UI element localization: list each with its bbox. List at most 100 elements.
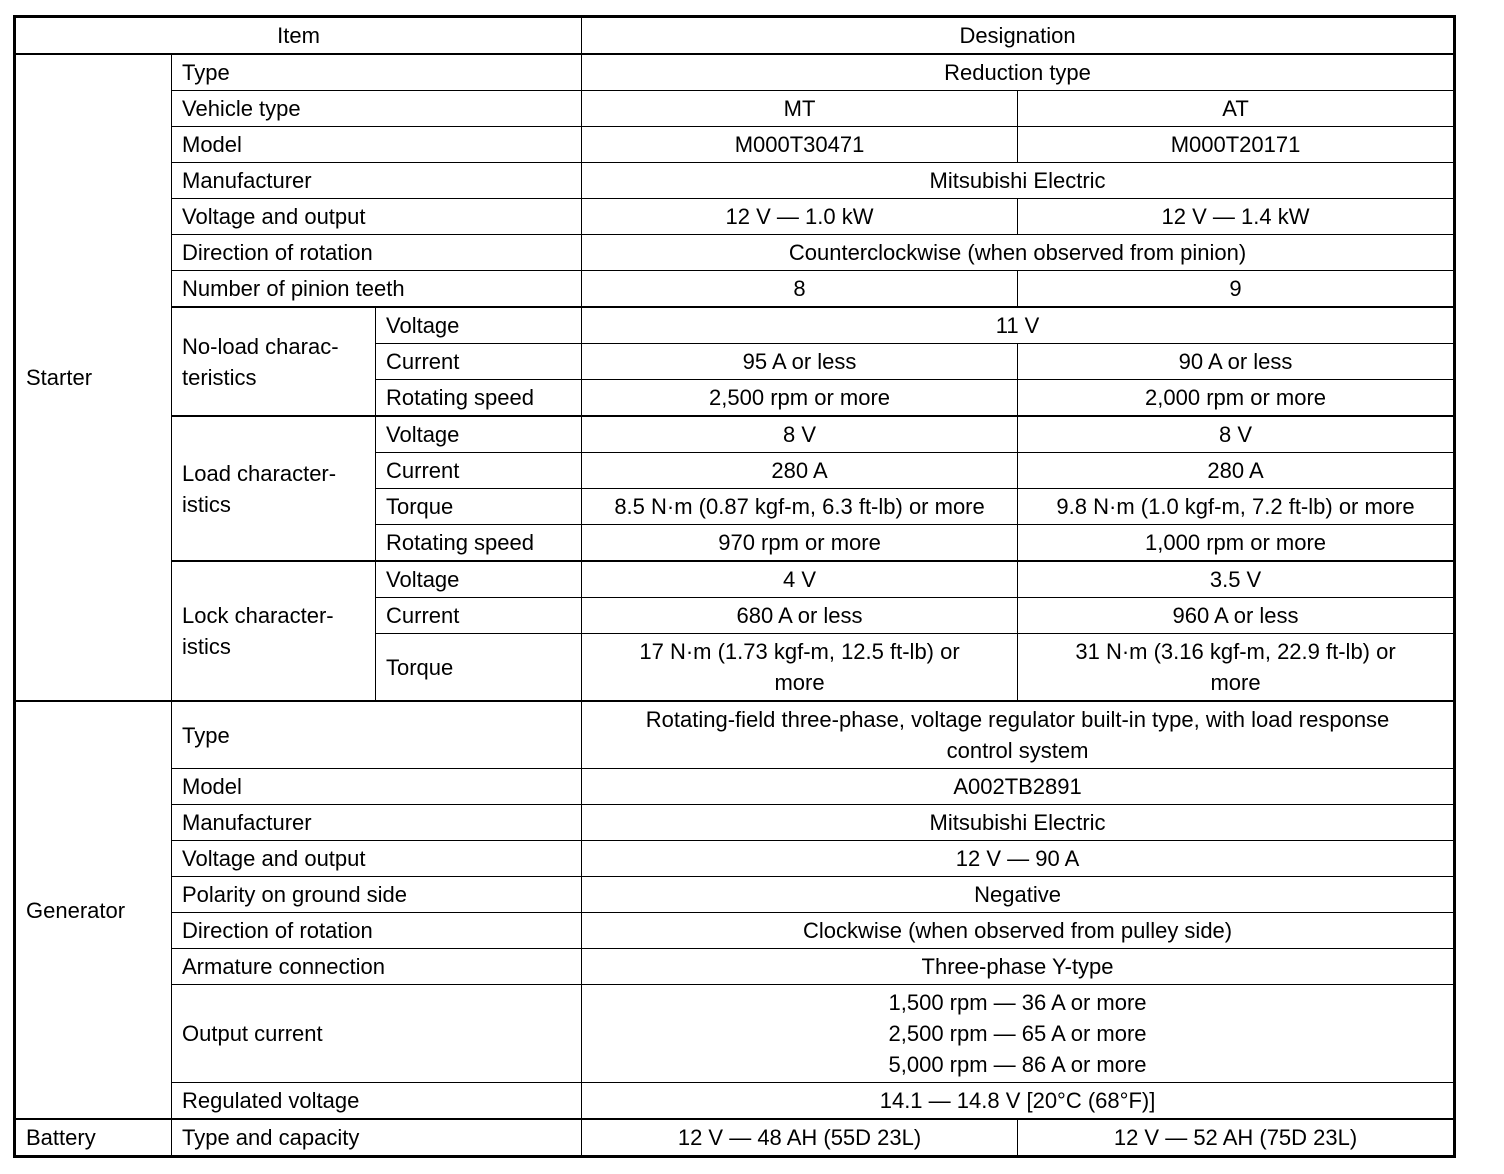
table-row: Manufacturer Mitsubishi Electric bbox=[15, 804, 1456, 841]
at-value: 2,000 rpm or more bbox=[1017, 379, 1456, 417]
section-label: Battery bbox=[14, 1118, 172, 1157]
parameter-label: Voltage and output bbox=[170, 840, 583, 877]
table-row: Vehicle type MT AT bbox=[15, 90, 1456, 127]
parameter-label: Type bbox=[170, 53, 583, 91]
table-row: Number of pinion teeth 8 9 bbox=[15, 270, 1456, 308]
parameter-label: Regulated voltage bbox=[170, 1082, 583, 1120]
parameter-label: Voltage bbox=[374, 560, 583, 598]
at-value: 12 V — 1.4 kW bbox=[1017, 198, 1456, 235]
at-value: 9 bbox=[1017, 270, 1456, 308]
table-row: Current 680 A or less 960 A or less bbox=[15, 597, 1456, 634]
parameter-label: Manufacturer bbox=[170, 162, 583, 199]
table-row: Armature connection Three-phase Y-type bbox=[15, 948, 1456, 985]
parameter-label: Current bbox=[374, 452, 583, 489]
table-row: Direction of rotation Clockwise (when obs… bbox=[15, 912, 1456, 949]
mt-value: 4 V bbox=[581, 560, 1019, 598]
table-row: Voltage and output 12 V — 90 A bbox=[15, 840, 1456, 877]
table-row: Torque 17 N·m (1.73 kgf-m, 12.5 ft-lb) or… bbox=[15, 633, 1456, 702]
header-item: Item bbox=[13, 16, 583, 55]
at-value: 9.8 N·m (1.0 kgf-m, 7.2 ft-lb) or more bbox=[1017, 488, 1456, 525]
designation-value: 11 V bbox=[581, 306, 1456, 344]
section-label: Starter bbox=[14, 53, 172, 702]
at-value: 960 A or less bbox=[1017, 597, 1456, 634]
parameter-label: Rotating speed bbox=[374, 524, 583, 562]
group-label: Load character- istics bbox=[171, 415, 376, 562]
parameter-label: Vehicle type bbox=[170, 90, 583, 127]
at-value: 90 A or less bbox=[1017, 343, 1456, 380]
parameter-label: Voltage bbox=[374, 306, 583, 344]
parameter-label: Type and capacity bbox=[170, 1118, 583, 1157]
parameter-label: Direction of rotation bbox=[170, 234, 583, 271]
table-row: Current 95 A or less 90 A or less bbox=[15, 343, 1456, 380]
at-value: M000T20171 bbox=[1017, 126, 1456, 163]
designation-value: Three-phase Y-type bbox=[581, 948, 1456, 985]
group-label: No-load charac- teristics bbox=[171, 306, 376, 417]
at-value: 31 N·m (3.16 kgf-m, 22.9 ft-lb) or more bbox=[1017, 633, 1456, 702]
designation-value: Counterclockwise (when observed from pin… bbox=[581, 234, 1456, 271]
parameter-label: Torque bbox=[374, 488, 583, 525]
designation-value: Clockwise (when observed from pulley sid… bbox=[581, 912, 1456, 949]
mt-value: 8.5 N·m (0.87 kgf-m, 6.3 ft-lb) or more bbox=[581, 488, 1019, 525]
specifications-table: Item Designation Starter Type Reduction ty… bbox=[13, 15, 1457, 1158]
mt-value: 8 V bbox=[581, 415, 1019, 453]
at-value: 280 A bbox=[1017, 452, 1456, 489]
at-value: 8 V bbox=[1017, 415, 1456, 453]
table-row: Rotating speed 2,500 rpm or more 2,000 rpm… bbox=[15, 379, 1456, 417]
table-row: Current 280 A 280 A bbox=[15, 452, 1456, 489]
parameter-label: Voltage and output bbox=[170, 198, 583, 235]
parameter-label: Armature connection bbox=[170, 948, 583, 985]
header-row: Item Designation bbox=[13, 16, 1456, 55]
section-label: Generator bbox=[14, 700, 172, 1120]
designation-value: Negative bbox=[581, 876, 1456, 913]
table-row: Manufacturer Mitsubishi Electric bbox=[15, 162, 1456, 199]
mt-value: M000T30471 bbox=[581, 126, 1019, 163]
table-row: Regulated voltage 14.1 — 14.8 V [20°C (68… bbox=[15, 1082, 1456, 1120]
mt-value: 95 A or less bbox=[581, 343, 1019, 380]
mt-value: 680 A or less bbox=[581, 597, 1019, 634]
mt-value: 12 V — 48 AH (55D 23L) bbox=[581, 1118, 1019, 1157]
at-value: 1,000 rpm or more bbox=[1017, 524, 1456, 562]
table-row: Starter Type Reduction type bbox=[14, 53, 1456, 702]
table-row: Model A002TB2891 bbox=[15, 768, 1456, 805]
designation-value: Mitsubishi Electric bbox=[581, 804, 1456, 841]
parameter-label: Direction of rotation bbox=[170, 912, 583, 949]
designation-value: Rotating-field three-phase, voltage regu… bbox=[581, 700, 1456, 769]
designation-value: A002TB2891 bbox=[581, 768, 1456, 805]
parameter-label: Output current bbox=[170, 984, 583, 1083]
table-row: Model M000T30471 M000T20171 bbox=[15, 126, 1456, 163]
at-value: 12 V — 52 AH (75D 23L) bbox=[1017, 1118, 1456, 1157]
parameter-label: Current bbox=[374, 343, 583, 380]
designation-value: 14.1 — 14.8 V [20°C (68°F)] bbox=[581, 1082, 1456, 1120]
parameter-label: Torque bbox=[374, 633, 583, 702]
header-designation: Designation bbox=[581, 16, 1456, 55]
table-row: Lock character- istics Voltage 4 V 3.5 V bbox=[15, 560, 1456, 702]
table-row: Direction of rotation Counterclockwise (w… bbox=[15, 234, 1456, 271]
mt-value: 970 rpm or more bbox=[581, 524, 1019, 562]
designation-value: Reduction type bbox=[581, 53, 1456, 91]
mt-value: 8 bbox=[581, 270, 1019, 308]
table-row: No-load charac- teristics Voltage 11 V bbox=[15, 306, 1456, 417]
designation-value: 1,500 rpm — 36 A or more 2,500 rpm — 65 … bbox=[581, 984, 1456, 1083]
group-label: Lock character- istics bbox=[171, 560, 376, 702]
designation-value: 12 V — 90 A bbox=[581, 840, 1456, 877]
parameter-label: Current bbox=[374, 597, 583, 634]
parameter-label: Polarity on ground side bbox=[170, 876, 583, 913]
mt-value: 2,500 rpm or more bbox=[581, 379, 1019, 417]
designation-value: Mitsubishi Electric bbox=[581, 162, 1456, 199]
table-row: Generator Type Rotating-field three-phase,… bbox=[14, 700, 1456, 1120]
mt-value: MT bbox=[581, 90, 1019, 127]
table-row: Torque 8.5 N·m (0.87 kgf-m, 6.3 ft-lb) or… bbox=[15, 488, 1456, 525]
parameter-label: Model bbox=[170, 126, 583, 163]
mt-value: 280 A bbox=[581, 452, 1019, 489]
mt-value: 12 V — 1.0 kW bbox=[581, 198, 1019, 235]
at-value: 3.5 V bbox=[1017, 560, 1456, 598]
table-row: Battery Type and capacity 12 V — 48 AH (55… bbox=[14, 1118, 1456, 1157]
parameter-label: Number of pinion teeth bbox=[170, 270, 583, 308]
at-value: AT bbox=[1017, 90, 1456, 127]
mt-value: 17 N·m (1.73 kgf-m, 12.5 ft-lb) or more bbox=[581, 633, 1019, 702]
table-row: Rotating speed 970 rpm or more 1,000 rpm o… bbox=[15, 524, 1456, 562]
parameter-label: Rotating speed bbox=[374, 379, 583, 417]
table-row: Output current 1,500 rpm — 36 A or more 2… bbox=[15, 984, 1456, 1083]
parameter-label: Manufacturer bbox=[170, 804, 583, 841]
